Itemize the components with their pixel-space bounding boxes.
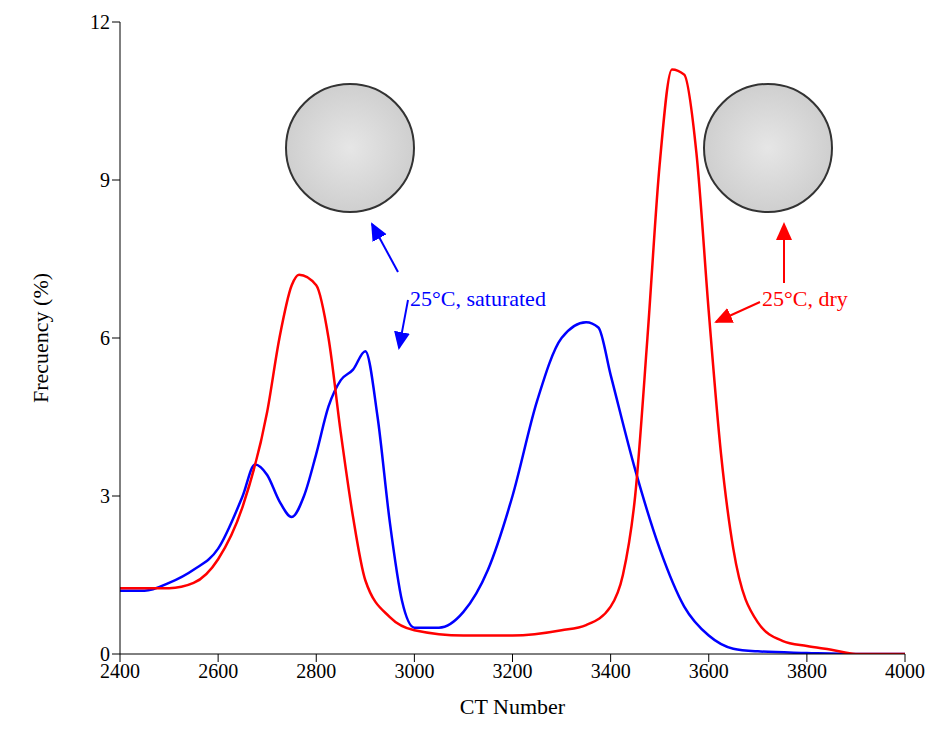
svg-text:3400: 3400 [591,660,631,682]
svg-text:3200: 3200 [493,660,533,682]
svg-text:CT Number: CT Number [460,694,566,719]
svg-text:3: 3 [100,485,110,507]
svg-text:2800: 2800 [296,660,336,682]
svg-text:3600: 3600 [689,660,729,682]
svg-text:25°C, saturated: 25°C, saturated [410,286,546,311]
svg-text:2400: 2400 [100,660,140,683]
svg-text:12: 12 [90,11,110,33]
svg-text:6: 6 [100,327,110,349]
svg-text:3800: 3800 [787,660,827,682]
svg-text:Frecuency (%): Frecuency (%) [28,273,53,403]
svg-text:9: 9 [100,169,110,191]
svg-text:4000: 4000 [885,660,925,682]
svg-text:25°C, dry: 25°C, dry [762,286,848,311]
svg-text:3000: 3000 [394,660,434,682]
svg-text:2600: 2600 [198,660,238,682]
svg-text:0: 0 [100,643,110,665]
